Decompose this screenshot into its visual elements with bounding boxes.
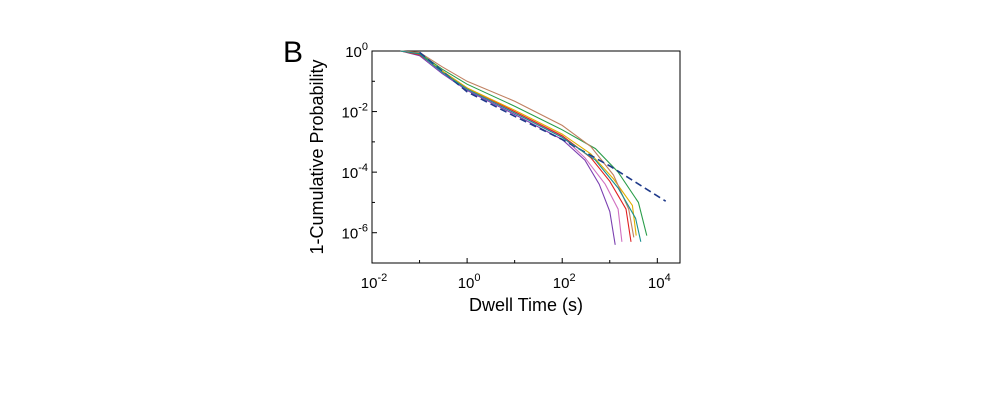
series-line-1 [400, 50, 616, 245]
y-tick-exponent: -4 [358, 162, 368, 174]
x-tick-label: 104 [648, 272, 671, 292]
series-line-6 [400, 50, 635, 238]
series-line-4 [400, 50, 637, 236]
axes-frame [371, 50, 681, 264]
y-tick-base: 10 [342, 165, 359, 182]
y-tick-exponent: -6 [358, 223, 368, 235]
y-axis-label: 1-Cumulative Probability [307, 59, 327, 254]
y-tick-label: 10-2 [342, 102, 368, 122]
x-tick-base: 10 [648, 275, 665, 292]
y-tick-base: 10 [342, 105, 359, 122]
x-tick-base: 10 [361, 275, 378, 292]
x-tick-exponent: -2 [377, 272, 387, 284]
y-tick-base: 10 [342, 226, 359, 243]
y-tick-label: 10-6 [342, 223, 368, 243]
series-layer [400, 50, 667, 245]
x-tick-label: 100 [458, 272, 481, 292]
y-tick-exponent: 0 [362, 41, 368, 53]
x-axis-label: Dwell Time (s) [469, 295, 583, 315]
y-tick-label: 10-4 [342, 162, 368, 182]
y-tick-base: 10 [345, 44, 362, 61]
x-tick-exponent: 2 [569, 272, 575, 284]
x-tick-exponent: 4 [665, 272, 671, 284]
panel-label: B [283, 36, 303, 69]
y-tick-label: 100 [345, 41, 368, 61]
x-tick-layer: 10-2 100 102 104 [361, 258, 671, 292]
series-line-2 [400, 50, 623, 242]
x-tick-label: 102 [553, 272, 576, 292]
x-tick-base: 10 [553, 275, 570, 292]
series-line-8 [400, 50, 642, 242]
y-tick-exponent: -2 [358, 102, 368, 114]
x-tick-exponent: 0 [474, 272, 480, 284]
series-line-fit-dashed [419, 51, 667, 202]
series-line-3 [400, 50, 632, 242]
x-tick-label: 10-2 [361, 272, 387, 292]
series-line-5 [400, 50, 648, 236]
x-tick-base: 10 [458, 275, 475, 292]
